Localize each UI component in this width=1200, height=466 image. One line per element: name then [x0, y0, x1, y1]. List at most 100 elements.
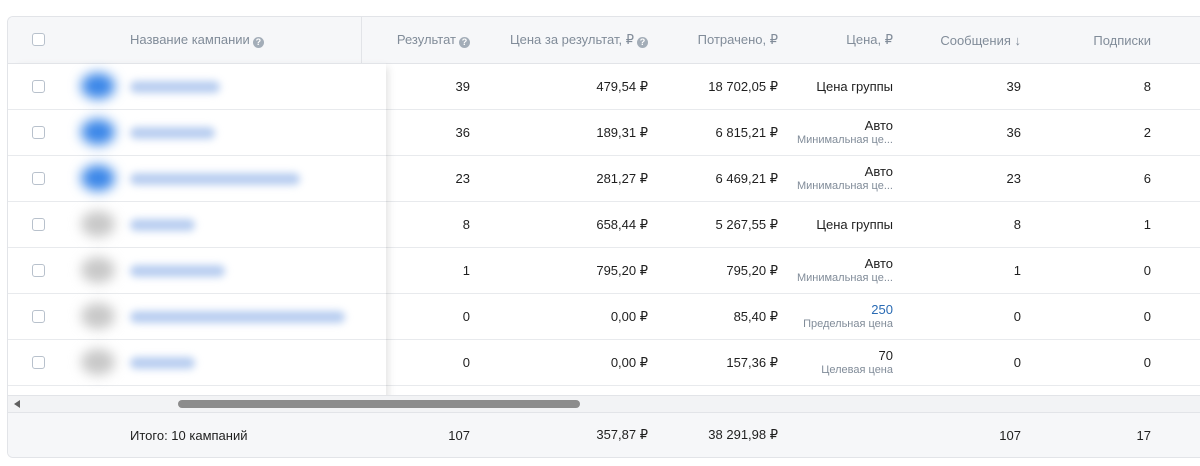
campaign-name-link[interactable]: [130, 127, 215, 139]
campaign-name-link[interactable]: [130, 81, 220, 93]
column-header-price[interactable]: Цена, ₽: [846, 32, 893, 48]
column-header-label: Сообщения ↓: [940, 32, 1021, 48]
table-row[interactable]: 23 281,27 ₽ 6 469,21 ₽ Авто Минимальная це..…: [8, 156, 1200, 202]
column-header-cost-per-result[interactable]: Цена за результат, ₽?: [510, 32, 648, 48]
cell-result: 8: [462, 217, 470, 232]
column-header-result[interactable]: Результат?: [397, 32, 470, 48]
column-header-label: Подписки: [1093, 32, 1151, 48]
cell-spent: 6 469,21 ₽: [715, 170, 779, 186]
cell-cost-per-result: 795,20 ₽: [596, 262, 648, 278]
column-header-campaign-name[interactable]: Название кампании?: [130, 32, 264, 48]
total-result: 107: [448, 427, 470, 443]
total-messages: 107: [999, 427, 1021, 443]
row-checkbox[interactable]: [32, 310, 45, 323]
campaigns-table: Название кампании? Результат? Цена за ре…: [7, 16, 1200, 458]
price-value: Авто: [864, 256, 893, 271]
price-type-label: Минимальная це...: [796, 134, 893, 146]
row-checkbox[interactable]: [32, 172, 45, 185]
cell-price[interactable]: Авто Минимальная це...: [797, 164, 893, 193]
cell-cost-per-result: 479,54 ₽: [596, 78, 648, 94]
cell-price[interactable]: 250 Предельная цена: [803, 302, 893, 331]
cell-result: 0: [462, 309, 470, 324]
column-header-messages[interactable]: Сообщения ↓: [940, 33, 1021, 48]
total-subscriptions: 17: [1136, 427, 1151, 443]
price-type-label: Целевая цена: [821, 364, 893, 376]
totals-label: Итого: 10 кампаний: [130, 427, 248, 443]
price-type-label: Минимальная це...: [796, 272, 893, 284]
column-header-subscriptions[interactable]: Подписки: [1093, 33, 1151, 48]
campaign-name-link[interactable]: [130, 173, 300, 185]
price-value[interactable]: 250: [871, 302, 893, 317]
cell-result: 36: [455, 125, 470, 140]
table-row[interactable]: 0 0,00 ₽ 85,40 ₽ 250 Предельная цена 0 0: [8, 294, 1200, 340]
cell-result: 39: [455, 79, 470, 94]
price-value: Цена группы: [816, 79, 893, 94]
cell-messages: 0: [1013, 309, 1021, 324]
campaign-avatar: [81, 349, 115, 375]
cell-subscriptions: 8: [1143, 79, 1151, 94]
help-icon[interactable]: ?: [459, 37, 470, 48]
table-row[interactable]: 0 0,00 ₽ 157,36 ₽ 70 Целевая цена 0 0: [8, 340, 1200, 386]
scrollbar-thumb[interactable]: [178, 400, 580, 408]
cell-messages: 8: [1013, 217, 1021, 232]
campaign-name-link[interactable]: [130, 219, 195, 231]
row-checkbox[interactable]: [32, 126, 45, 139]
cell-spent: 85,40 ₽: [733, 308, 778, 324]
row-checkbox[interactable]: [32, 218, 45, 231]
campaign-avatar: [81, 119, 115, 145]
row-checkbox[interactable]: [32, 264, 45, 277]
campaign-avatar: [81, 257, 115, 283]
cell-result: 23: [455, 171, 470, 186]
column-header-label: Результат: [396, 32, 456, 47]
cell-spent: 6 815,21 ₽: [715, 124, 779, 140]
horizontal-scrollbar[interactable]: [8, 395, 1200, 413]
column-header-label: Цена, ₽: [846, 32, 893, 47]
table-row[interactable]: 36 189,31 ₽ 6 815,21 ₽ Авто Минимальная це..…: [8, 110, 1200, 156]
cell-cost-per-result: 281,27 ₽: [596, 170, 648, 186]
help-icon[interactable]: ?: [637, 37, 648, 48]
help-icon[interactable]: ?: [252, 37, 264, 48]
cell-price[interactable]: Цена группы: [816, 79, 893, 94]
campaign-name-link[interactable]: [130, 357, 195, 369]
row-checkbox[interactable]: [32, 80, 45, 93]
cell-cost-per-result: 189,31 ₽: [596, 124, 648, 140]
cell-cost-per-result: 658,44 ₽: [596, 216, 648, 232]
price-type-label: Предельная цена: [803, 318, 893, 330]
column-header-spent[interactable]: Потрачено, ₽: [698, 32, 778, 48]
select-all-checkbox[interactable]: [32, 33, 45, 46]
campaign-name-link[interactable]: [130, 311, 345, 323]
campaign-avatar: [81, 73, 115, 99]
column-separator[interactable]: [361, 17, 362, 63]
cell-subscriptions: 6: [1143, 171, 1151, 186]
cell-cost-per-result: 0,00 ₽: [610, 308, 648, 324]
cell-subscriptions: 0: [1143, 355, 1151, 370]
cell-price[interactable]: 70 Целевая цена: [821, 348, 893, 377]
price-value: Цена группы: [816, 217, 893, 232]
price-value: 70: [878, 348, 893, 363]
cell-messages: 36: [1006, 125, 1021, 140]
column-header-label: Цена за результат, ₽: [510, 32, 634, 47]
cell-messages: 0: [1013, 355, 1021, 370]
total-cost-per-result: 357,87 ₽: [596, 427, 648, 442]
cell-cost-per-result: 0,00 ₽: [610, 354, 648, 370]
cell-subscriptions: 1: [1143, 217, 1151, 232]
cell-messages: 1: [1013, 263, 1021, 278]
table-row[interactable]: 39 479,54 ₽ 18 702,05 ₽ Цена группы 39 8: [8, 64, 1200, 110]
cell-subscriptions: 0: [1143, 263, 1151, 278]
cell-price[interactable]: Авто Минимальная це...: [797, 256, 893, 285]
row-checkbox[interactable]: [32, 356, 45, 369]
cell-result: 0: [462, 355, 470, 370]
cell-spent: 5 267,55 ₽: [715, 216, 779, 232]
cell-spent: 157,36 ₽: [726, 354, 778, 370]
scroll-left-icon[interactable]: [14, 400, 20, 408]
table-header: Название кампании? Результат? Цена за ре…: [8, 17, 1200, 64]
cell-spent: 795,20 ₽: [726, 262, 778, 278]
cell-spent: 18 702,05 ₽: [708, 78, 778, 94]
table-row[interactable]: 1 795,20 ₽ 795,20 ₽ Авто Минимальная це... 1 0: [8, 248, 1200, 294]
price-value: Авто: [864, 118, 893, 133]
table-row[interactable]: 8 658,44 ₽ 5 267,55 ₽ Цена группы 8 1: [8, 202, 1200, 248]
cell-price[interactable]: Цена группы: [816, 217, 893, 232]
cell-price[interactable]: Авто Минимальная це...: [797, 118, 893, 147]
campaign-name-link[interactable]: [130, 265, 225, 277]
cell-messages: 39: [1006, 79, 1021, 94]
